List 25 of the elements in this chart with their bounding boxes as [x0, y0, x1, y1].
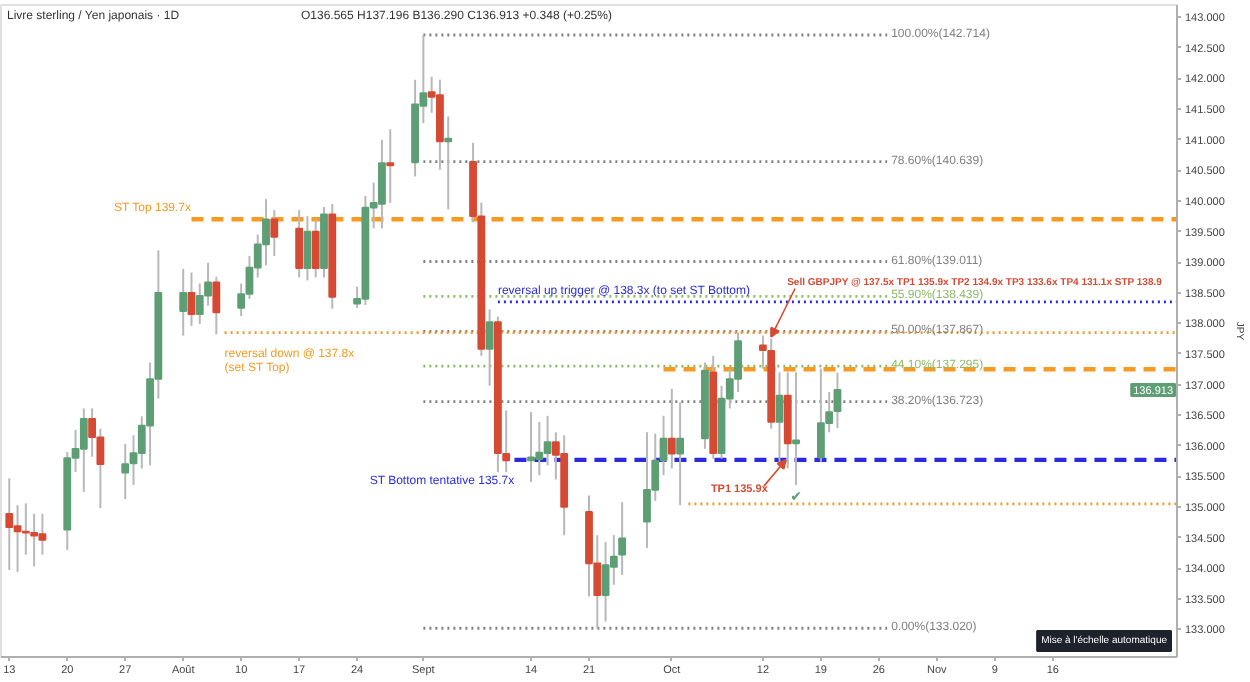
candlestick [38, 512, 47, 556]
candlestick [601, 540, 610, 623]
candlestick [13, 504, 22, 573]
candlestick [775, 371, 784, 467]
candlestick [179, 267, 188, 337]
candlestick [816, 367, 825, 463]
candlestick [485, 308, 494, 387]
candlestick [444, 115, 453, 211]
candlestick [121, 442, 130, 501]
candlestick [676, 401, 684, 507]
candlestick [270, 209, 279, 257]
candlestick [295, 209, 304, 279]
candlestick [527, 411, 535, 483]
candlestick [386, 128, 395, 204]
candlestick [79, 407, 88, 493]
candlestick [667, 387, 676, 470]
candlestick [5, 477, 14, 572]
candlestick [303, 215, 312, 282]
candlestick [543, 414, 552, 467]
candlestick [833, 371, 842, 430]
candlestick [535, 420, 544, 477]
candlestick [792, 371, 800, 486]
candlestick [643, 431, 651, 550]
candlestick [187, 271, 196, 327]
candlestick [311, 218, 320, 279]
